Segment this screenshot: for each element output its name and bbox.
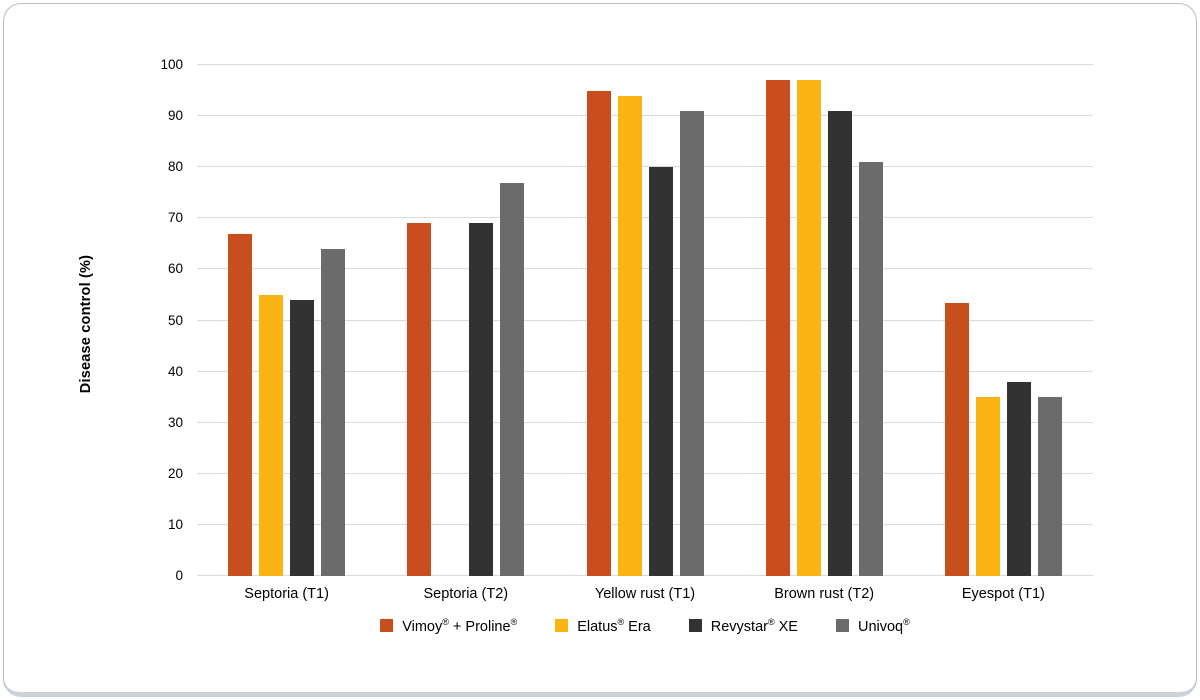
bar [765, 80, 790, 576]
gridline [197, 472, 1093, 474]
y-tick-label: 70 [167, 210, 183, 226]
y-tick-label: 50 [167, 312, 183, 328]
legend-swatch [380, 619, 394, 633]
x-category-label: Septoria (T2) [423, 586, 509, 602]
bar-group [583, 65, 707, 576]
y-tick-label: 0 [175, 568, 183, 583]
bar [617, 95, 642, 576]
legend-label: Elatus® Era [577, 617, 651, 635]
legend-item: Revystar® XE [688, 617, 798, 635]
bar [228, 233, 253, 576]
bar [321, 249, 346, 576]
x-category-label: Yellow rust (T1) [594, 586, 696, 602]
gridline [197, 268, 1093, 270]
x-category-label: Septoria (T1) [244, 586, 329, 602]
chart-card: Disease control (%) 0 10 20 30 40 50 60 70 80 90 1… [3, 3, 1197, 697]
y-tick-label: 80 [167, 159, 183, 175]
y-tick-label: 60 [167, 261, 183, 277]
bar [827, 111, 852, 576]
bar [586, 90, 611, 576]
legend-item: Univoq® [835, 617, 910, 635]
bar [469, 223, 494, 576]
bar [290, 300, 315, 576]
bar [500, 182, 525, 576]
legend-label: Univoq® [857, 617, 910, 635]
bar-group [225, 65, 349, 576]
gridline [197, 166, 1093, 168]
bar [796, 80, 821, 576]
y-tick-label: 20 [167, 465, 183, 481]
gridline [197, 523, 1093, 525]
legend-label: Vimoy® + Proline® [402, 617, 518, 635]
bar [648, 167, 673, 576]
gridline [197, 575, 1093, 576]
bar-group [941, 65, 1065, 576]
legend: Vimoy® + Proline® Elatus® Era Revystar® XE… [197, 617, 1093, 635]
x-category-label: Eyespot (T1) [961, 586, 1045, 602]
legend-swatch [688, 619, 702, 633]
gridline [197, 217, 1093, 219]
bar [1006, 381, 1031, 576]
bar [679, 111, 704, 576]
plot-area: 0 10 20 30 40 50 60 70 80 90 100 Septoria (T1) Septo… [160, 57, 1093, 602]
legend-item: Elatus® Era [555, 617, 651, 635]
y-axis-title: Disease control (%) [66, 68, 106, 579]
bar-group [762, 65, 886, 576]
gridline [197, 64, 1093, 65]
y-tick-label: 90 [167, 108, 183, 124]
y-axis-title-text: Disease control (%) [78, 254, 94, 393]
x-category-label: Brown rust (T2) [774, 586, 875, 602]
bar [944, 302, 969, 576]
gridline [197, 421, 1093, 423]
bar [1037, 397, 1062, 576]
bar-group [404, 65, 528, 576]
legend-item: Vimoy® + Proline® [380, 617, 517, 635]
gridline [197, 319, 1093, 321]
legend-swatch [555, 619, 569, 633]
gridline [197, 370, 1093, 372]
y-tick-label: 100 [160, 57, 183, 72]
legend-label: Revystar® XE [710, 617, 798, 635]
gridline [197, 115, 1093, 117]
legend-swatch [835, 619, 849, 633]
bar [858, 162, 883, 576]
bar [975, 397, 1000, 576]
y-tick-label: 10 [167, 516, 183, 532]
y-tick-label: 40 [167, 363, 183, 379]
y-tick-label: 30 [167, 414, 183, 430]
bar [259, 294, 284, 576]
bar [407, 223, 432, 576]
